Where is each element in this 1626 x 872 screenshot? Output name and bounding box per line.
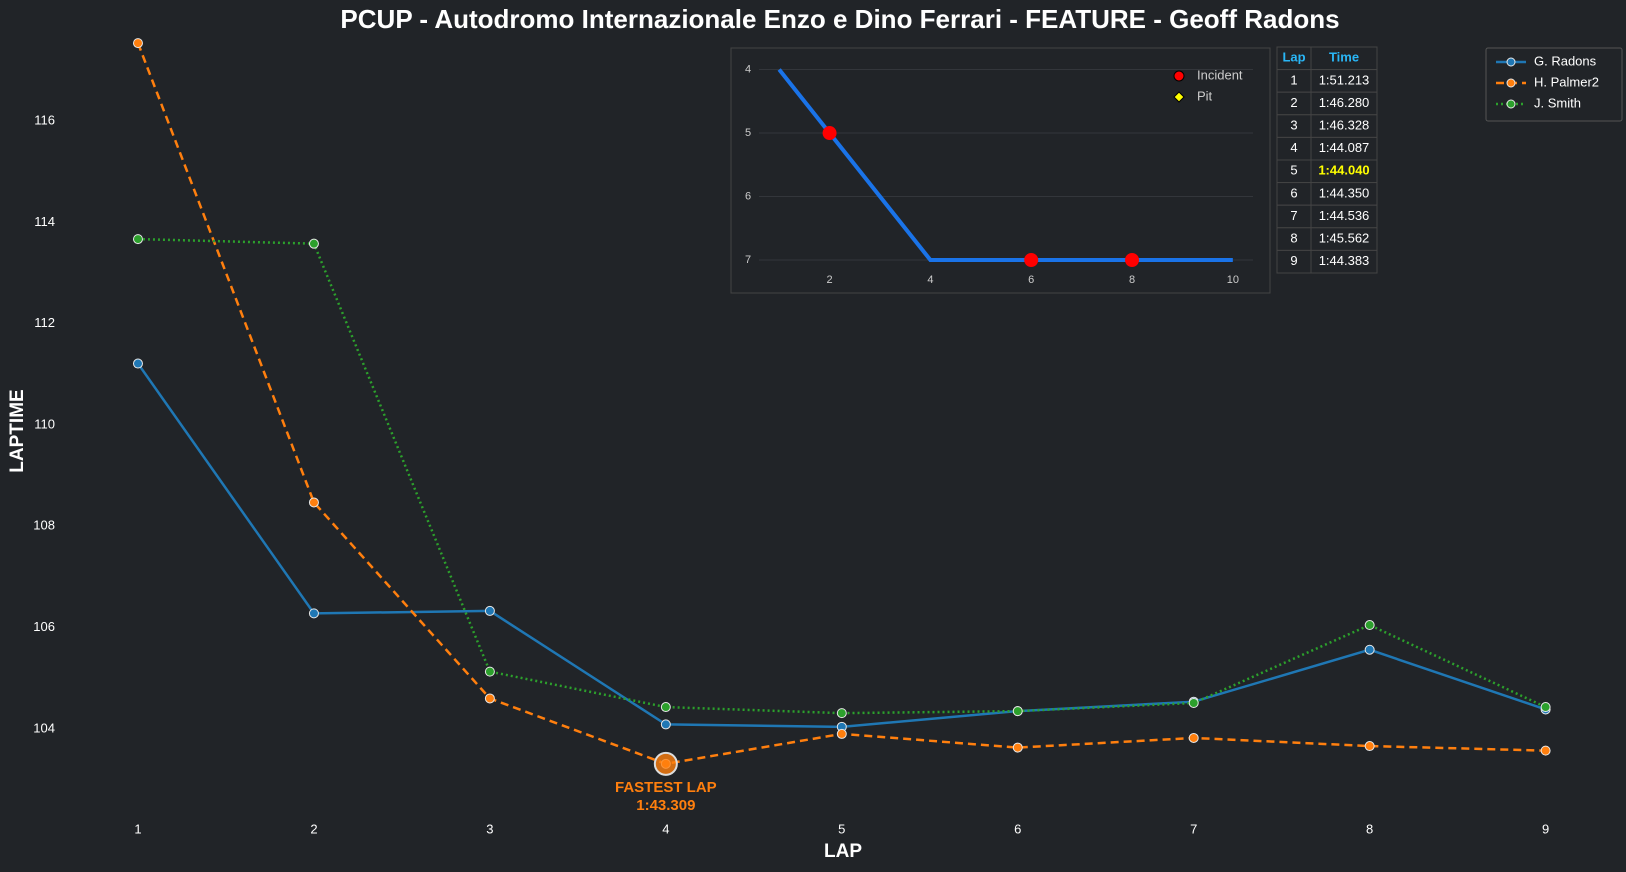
- table-text: 2: [1290, 95, 1297, 110]
- x-tick-label: 8: [1366, 821, 1373, 836]
- event-marker: [1125, 253, 1140, 268]
- y-tick-label: 5: [745, 127, 751, 139]
- event-marker: [1024, 253, 1039, 268]
- x-tick-label: 4: [927, 274, 933, 286]
- x-tick-label: 1: [134, 821, 141, 836]
- data-point: [660, 702, 671, 713]
- legend-marker: [1173, 91, 1185, 103]
- data-point: [1012, 706, 1023, 717]
- legend-label: G. Radons: [1534, 53, 1597, 68]
- table-text: 1: [1290, 72, 1297, 87]
- x-tick-label: 2: [827, 274, 833, 286]
- x-tick-label: 6: [1014, 821, 1021, 836]
- legend-marker: [1506, 57, 1516, 67]
- data-point: [132, 38, 143, 49]
- inset-frame: [730, 47, 1271, 294]
- data-point: [308, 497, 319, 508]
- legend-label: Incident: [1197, 67, 1243, 82]
- table-text: 1:46.328: [1319, 118, 1370, 133]
- legend-marker: [1506, 78, 1516, 88]
- y-tick-label: 106: [33, 619, 55, 634]
- y-tick-label: 7: [745, 254, 751, 266]
- legend-label: H. Palmer2: [1534, 74, 1599, 89]
- data-point: [132, 234, 143, 245]
- chart-title: PCUP - Autodromo Internazionale Enzo e D…: [340, 4, 1339, 34]
- x-axis-label: LAP: [824, 841, 862, 862]
- table-text: 1:44.350: [1319, 185, 1370, 200]
- annotation: FASTEST LAP: [615, 779, 717, 796]
- table-text: 1:44.087: [1319, 140, 1370, 155]
- table-text: 1:45.562: [1319, 231, 1370, 246]
- table-text: 1:46.280: [1319, 95, 1370, 110]
- data-point: [308, 608, 319, 619]
- x-tick-label: 9: [1542, 821, 1549, 836]
- position-line: [777, 68, 1233, 263]
- data-point: [660, 719, 671, 730]
- table-text: 3: [1290, 118, 1297, 133]
- x-tick-label: 6: [1028, 274, 1034, 286]
- fastest-lap-marker: [653, 751, 678, 776]
- data-point: [1188, 732, 1199, 743]
- data-point: [1540, 702, 1551, 713]
- data-point: [1364, 620, 1375, 631]
- table-text: 1:51.213: [1319, 72, 1370, 87]
- y-axis-label: LAPTIME: [7, 389, 28, 472]
- table-text: 1:44.383: [1319, 253, 1370, 268]
- table-text: 5: [1290, 163, 1297, 178]
- x-tick-label: 2: [310, 821, 317, 836]
- data-point: [484, 693, 495, 704]
- data-point: [1012, 742, 1023, 753]
- legend-label: Pit: [1197, 88, 1213, 103]
- y-tick-label: 112: [34, 315, 55, 330]
- x-tick-label: 7: [1190, 821, 1197, 836]
- table-text: 4: [1290, 140, 1297, 155]
- y-tick-label: 104: [33, 720, 55, 735]
- data-point: [1188, 698, 1199, 709]
- x-tick-label: 4: [662, 821, 669, 836]
- annotation-value: 1:43.309: [636, 797, 695, 814]
- data-point: [1364, 741, 1375, 752]
- x-tick-label: 10: [1227, 274, 1239, 286]
- table-text: 7: [1290, 208, 1297, 223]
- y-tick-label: 116: [34, 113, 55, 128]
- table-text: 9: [1290, 253, 1297, 268]
- table-header: Lap: [1282, 50, 1305, 65]
- table-text: 8: [1290, 231, 1297, 246]
- data-point: [836, 728, 847, 739]
- y-tick-label: 6: [745, 190, 751, 202]
- table-text: 6: [1290, 185, 1297, 200]
- y-tick-label: 110: [34, 416, 55, 431]
- table-text: 1:44.040: [1318, 163, 1369, 178]
- table-header: Time: [1329, 50, 1359, 65]
- legend-marker: [1173, 70, 1185, 82]
- y-tick-label: 108: [33, 518, 55, 533]
- x-tick-label: 5: [838, 821, 845, 836]
- y-tick-label: 4: [745, 63, 751, 75]
- table-cell: [1310, 249, 1378, 274]
- x-tick-label: 3: [486, 821, 493, 836]
- legend-marker: [1506, 99, 1516, 109]
- legend-box: [1485, 47, 1623, 122]
- data-point: [308, 238, 319, 249]
- table-text: 1:44.536: [1319, 208, 1370, 223]
- legend-label: J. Smith: [1534, 95, 1581, 110]
- series-line: [137, 237, 1547, 715]
- data-point: [1540, 745, 1551, 756]
- event-marker: [822, 126, 837, 141]
- data-point: [484, 605, 495, 616]
- data-point: [132, 358, 143, 369]
- data-point: [836, 708, 847, 719]
- data-point: [484, 666, 495, 677]
- x-tick-label: 8: [1129, 274, 1135, 286]
- y-tick-label: 114: [34, 214, 55, 229]
- data-point: [1364, 644, 1375, 655]
